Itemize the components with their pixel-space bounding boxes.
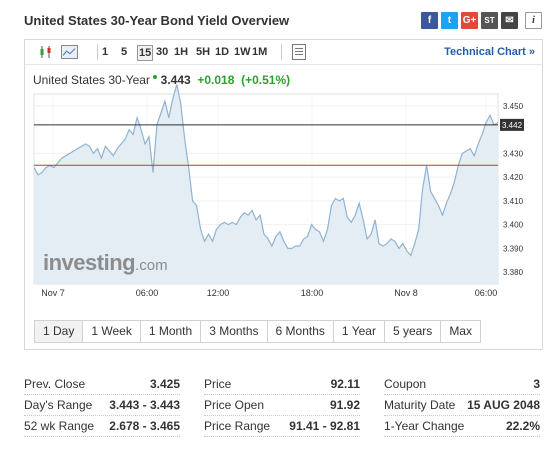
stat-label: Maturity Date	[384, 398, 456, 412]
stat-label: Day's Range	[24, 398, 93, 412]
y-tick-label: 3.430	[503, 149, 524, 158]
range-6-months[interactable]: 6 Months	[267, 321, 334, 342]
range-3-months[interactable]: 3 Months	[201, 321, 268, 342]
change-percent: (+0.51%)	[241, 73, 291, 87]
chart-caption: United States 30-Year 3.443 +0.018 (+0.5…	[33, 73, 290, 87]
stat-label: Prev. Close	[24, 377, 86, 391]
range-1-year[interactable]: 1 Year	[333, 321, 385, 342]
timeframe-1m[interactable]: 1M	[252, 46, 268, 58]
stat-row: 52 wk Range 2.678 - 3.465	[24, 419, 180, 437]
stat-row: 1-Year Change 22.2%	[384, 419, 540, 437]
series-area	[34, 84, 498, 284]
y-tick-label: 3.390	[503, 244, 524, 253]
stat-value: 22.2%	[505, 419, 540, 433]
instrument-name: United States 30-Year	[33, 73, 150, 87]
toolbar-separator	[281, 44, 282, 60]
x-tick-label: 06:00	[475, 288, 498, 298]
area-chart-icon[interactable]	[61, 45, 78, 59]
timeframe-1h[interactable]: 1H	[174, 46, 189, 58]
live-indicator-icon	[153, 75, 158, 79]
y-tick-label: 3.380	[503, 268, 524, 277]
y-tick-label: 3.450	[503, 102, 524, 111]
stat-label: Coupon	[384, 377, 427, 391]
stat-value: 3.425	[149, 377, 180, 391]
last-value: 3.443	[160, 73, 191, 87]
technical-chart-link[interactable]: Technical Chart »	[444, 46, 535, 58]
investing-watermark: investing.com	[43, 250, 168, 275]
timeframe-1d[interactable]: 1D	[215, 46, 230, 58]
chart-panel: 1 5 15 30 1H 5H 1D 1W 1M Technical Chart » Unite…	[24, 39, 543, 350]
x-tick-label: Nov 8	[394, 288, 418, 298]
stocktwits-icon[interactable]: ST	[481, 12, 498, 29]
stat-row: Prev. Close 3.425	[24, 377, 180, 395]
timeframe-5[interactable]: 5	[121, 46, 128, 58]
facebook-icon[interactable]: f	[421, 12, 438, 29]
current-value-label: 3.442	[502, 121, 523, 130]
timeframe-1w[interactable]: 1W	[234, 46, 251, 58]
change-value: +0.018	[197, 73, 235, 87]
y-tick-label: 3.420	[503, 173, 524, 182]
range-selector: 1 Day 1 Week 1 Month 3 Months 6 Months 1 Year…	[34, 320, 481, 343]
stat-value: 91.41 - 92.81	[289, 419, 360, 433]
x-tick-label: Nov 7	[41, 288, 65, 298]
range-1-week[interactable]: 1 Week	[83, 321, 141, 342]
series-line	[33, 84, 499, 257]
title-bar: United States 30-Year Bond Yield Overvie…	[24, 12, 542, 32]
toolbar-separator	[97, 44, 98, 60]
stat-row: Price Range 91.41 - 92.81	[204, 419, 360, 437]
stat-label: 52 wk Range	[24, 419, 95, 433]
stat-row: Maturity Date 15 AUG 2048	[384, 398, 540, 416]
stat-row: Price Open 91.92	[204, 398, 360, 416]
range-1-day[interactable]: 1 Day	[35, 321, 84, 342]
stat-label: 1-Year Change	[384, 419, 465, 433]
current-value-badge	[500, 118, 524, 131]
page-title: United States 30-Year Bond Yield Overvie…	[24, 13, 290, 28]
timeframe-30[interactable]: 30	[156, 46, 169, 58]
google-plus-icon[interactable]: G+	[461, 12, 478, 29]
stat-label: Price Range	[204, 419, 271, 433]
info-icon[interactable]: i	[525, 12, 542, 29]
y-tick-label: 3.410	[503, 197, 524, 206]
share-icons: f t G+ ST ✉ i	[421, 12, 542, 29]
chart-toolbar: 1 5 15 30 1H 5H 1D 1W 1M Technical Chart »	[25, 40, 542, 65]
range-5-years[interactable]: 5 years	[384, 321, 442, 342]
x-tick-label: 18:00	[301, 288, 324, 298]
timeframe-1[interactable]: 1	[102, 46, 109, 58]
x-tick-label: 06:00	[136, 288, 159, 298]
stat-row: Price 92.11	[204, 377, 360, 395]
stat-value: 91.92	[329, 398, 360, 412]
y-tick-label: 3.400	[503, 221, 524, 230]
candlestick-chart-icon[interactable]	[39, 45, 53, 59]
stat-row: Coupon 3	[384, 377, 540, 395]
stat-label: Price	[204, 377, 232, 391]
stat-row: Day's Range 3.443 - 3.443	[24, 398, 180, 416]
stat-value: 3	[533, 377, 540, 391]
x-tick-label: 12:00	[207, 288, 230, 298]
mail-icon[interactable]: ✉	[501, 12, 518, 29]
stat-value: 2.678 - 3.465	[109, 419, 180, 433]
twitter-icon[interactable]: t	[441, 12, 458, 29]
stat-value: 3.443 - 3.443	[109, 398, 180, 412]
stat-label: Price Open	[204, 398, 265, 412]
stat-value: 92.11	[330, 377, 360, 391]
timeframe-15[interactable]: 15	[137, 45, 154, 61]
range-max[interactable]: Max	[441, 321, 480, 342]
yield-chart[interactable]: 3.450 3.430 3.420 3.410 3.400 3.390 3.380 Nov 7…	[25, 40, 542, 310]
chart-settings-icon[interactable]	[292, 44, 306, 60]
range-1-month[interactable]: 1 Month	[140, 321, 202, 342]
stat-value: 15 AUG 2048	[467, 398, 540, 412]
timeframe-5h[interactable]: 5H	[196, 46, 211, 58]
